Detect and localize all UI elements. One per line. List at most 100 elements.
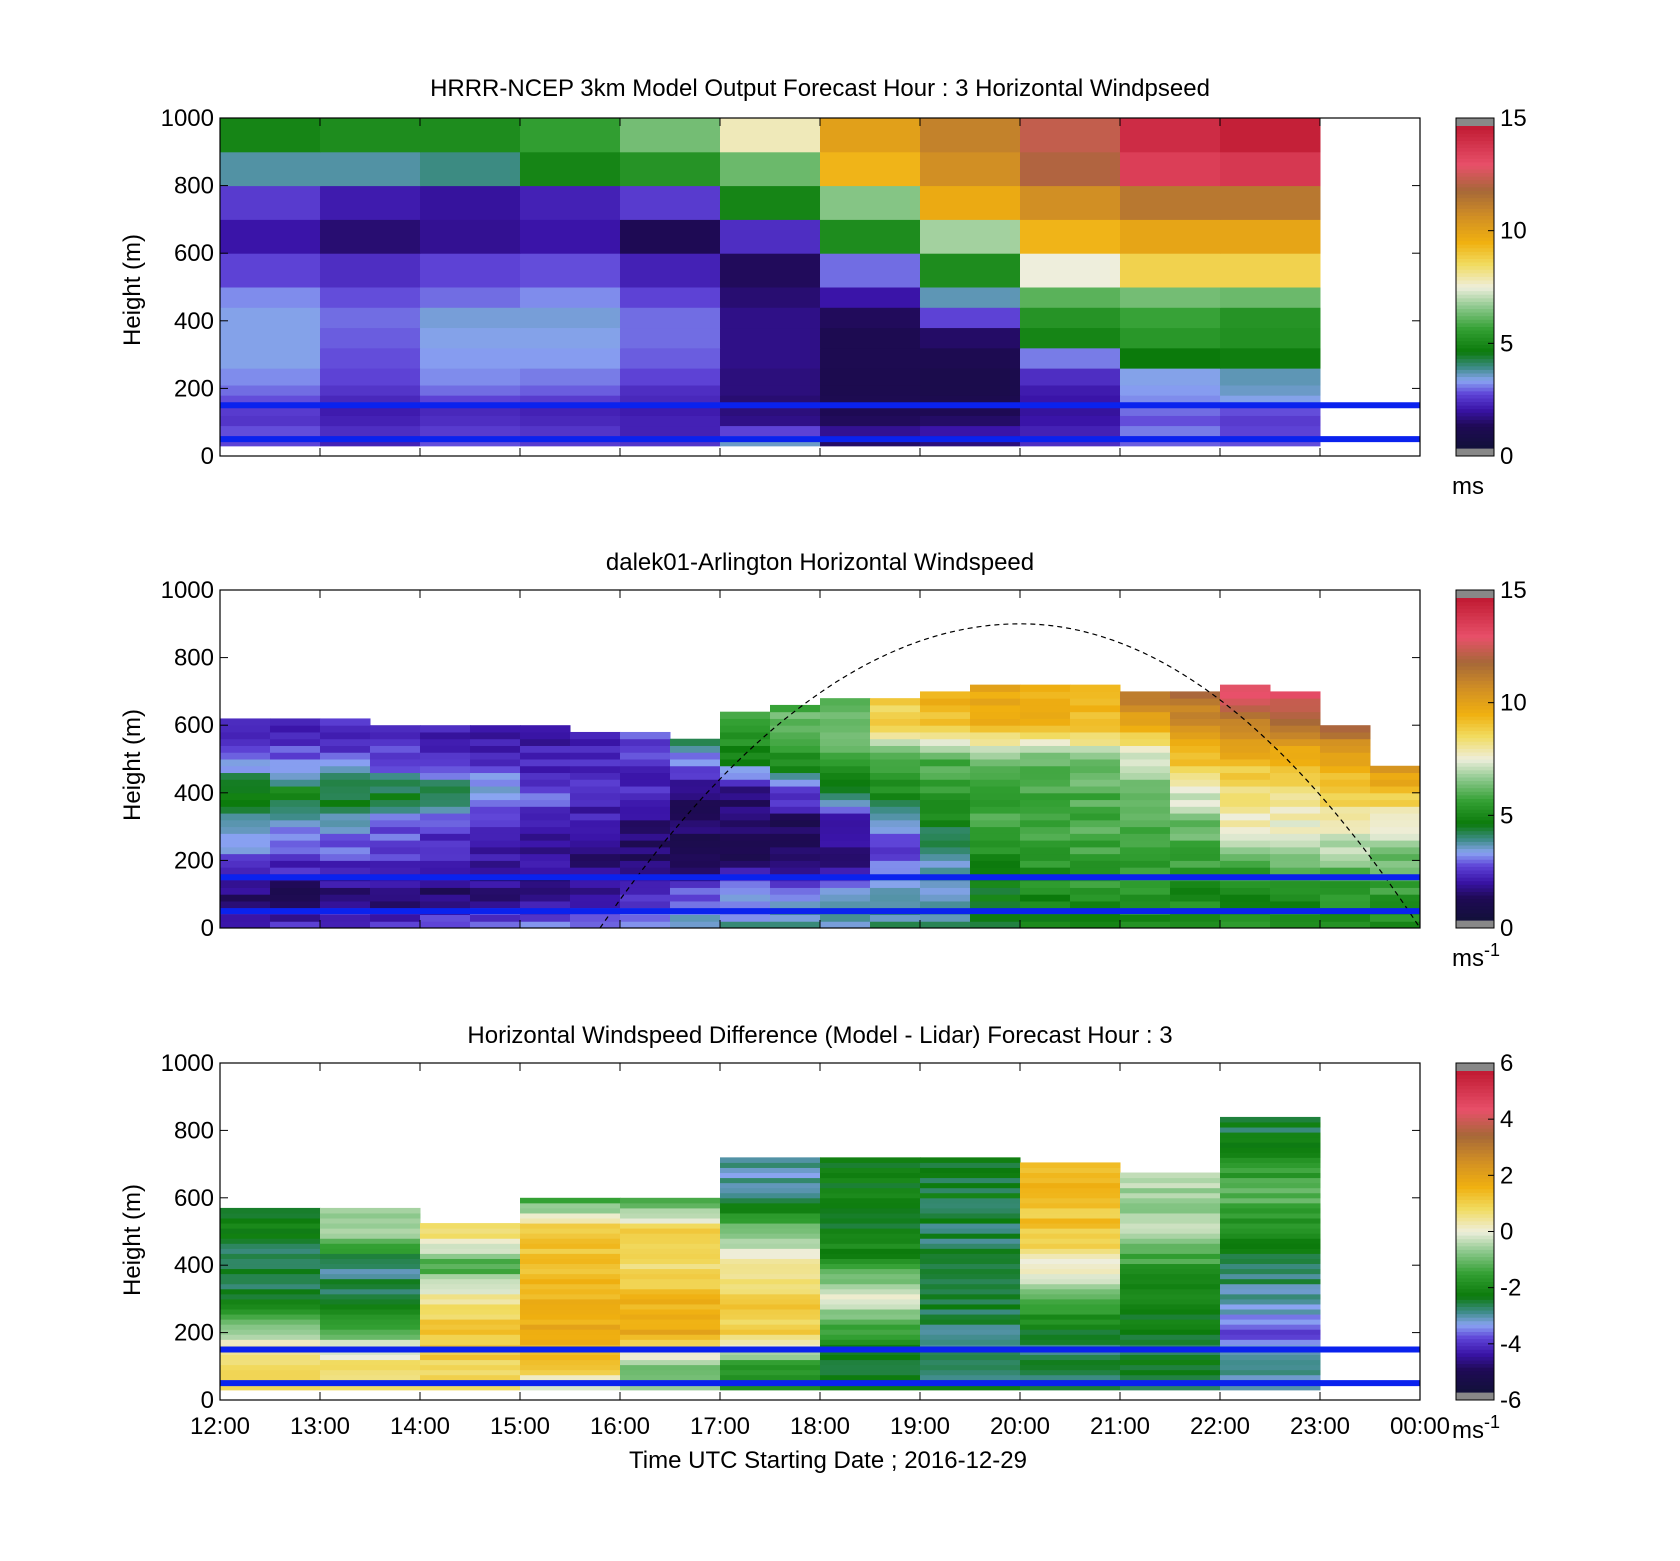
heatmap-cell <box>920 833 971 841</box>
heatmap-cell <box>670 833 721 841</box>
heatmap-cell <box>470 772 521 780</box>
colorbar-segment <box>1456 694 1494 699</box>
heatmap-cell <box>420 900 471 909</box>
heatmap-cell <box>820 745 871 753</box>
heatmap-cell <box>520 347 621 369</box>
heatmap-cell <box>270 765 321 774</box>
heatmap-cell <box>1220 1359 1321 1366</box>
colorbar-segment <box>1456 419 1494 424</box>
heatmap-cell <box>770 833 821 841</box>
heatmap-cell <box>720 1359 821 1366</box>
heatmap-cell <box>270 759 321 767</box>
heatmap-cell <box>1120 415 1221 427</box>
heatmap-cell <box>820 1238 921 1244</box>
heatmap-cell <box>570 894 621 902</box>
heatmap-cell <box>670 799 721 807</box>
colorbar-segment <box>1456 708 1494 714</box>
heatmap-cell <box>1220 887 1271 895</box>
heatmap-cell <box>820 1329 921 1335</box>
heatmap-cell <box>1370 765 1421 774</box>
heatmap-cell <box>420 921 471 929</box>
heatmap-cell <box>1220 1212 1321 1219</box>
heatmap-cell <box>520 1309 621 1315</box>
colorbar-segment <box>1456 608 1494 613</box>
heatmap-cell <box>220 853 271 861</box>
heatmap-cell <box>720 1288 821 1295</box>
heatmap-cell <box>420 1384 521 1391</box>
heatmap-cell <box>870 792 921 801</box>
heatmap-cell <box>720 1243 821 1249</box>
heatmap-cell <box>220 347 321 369</box>
heatmap-cell <box>920 425 1021 437</box>
heatmap-cell <box>520 307 621 329</box>
colorbar-segment <box>1456 698 1494 703</box>
heatmap-cell <box>820 1303 921 1310</box>
heatmap-cell <box>370 792 421 801</box>
colorbar-segment <box>1456 769 1494 774</box>
heatmap-cell <box>1170 725 1221 733</box>
heatmap-cell <box>1120 846 1171 855</box>
heatmap-cell <box>920 1228 1021 1234</box>
heatmap-cell <box>1220 1137 1321 1143</box>
heatmap-cell <box>420 1298 521 1305</box>
heatmap-cell <box>970 786 1021 794</box>
heatmap-cell <box>420 1268 521 1275</box>
heatmap-cell <box>1220 704 1271 713</box>
heatmap-cell <box>1020 718 1071 726</box>
heatmap-cell <box>220 718 271 726</box>
colorbar-segment <box>1456 648 1494 653</box>
heatmap-cell <box>420 914 471 922</box>
y-tick-label: 200 <box>174 375 214 402</box>
heatmap-cell <box>1270 786 1321 794</box>
heatmap-cell <box>520 826 571 834</box>
heatmap-cell <box>1120 826 1171 834</box>
heatmap-cell <box>320 738 371 746</box>
heatmap-cell <box>1020 1374 1121 1381</box>
heatmap-cell <box>320 840 371 848</box>
heatmap-cell <box>320 1354 421 1361</box>
heatmap-cell <box>470 894 521 902</box>
colorbar-segment <box>1456 791 1494 796</box>
heatmap-cell <box>1020 691 1071 699</box>
heatmap-cell <box>570 867 621 875</box>
heatmap-cell <box>920 1223 1021 1229</box>
heatmap-cell <box>220 914 271 922</box>
heatmap-cell <box>870 880 921 888</box>
heatmap-cell <box>1120 921 1171 929</box>
heatmap-cell <box>270 860 321 868</box>
heatmap-cell <box>570 792 621 801</box>
heatmap-cell <box>1020 1298 1121 1305</box>
colorbar-segment <box>1456 798 1494 803</box>
heatmap-cell <box>1220 1303 1321 1310</box>
heatmap-cell <box>420 327 521 349</box>
heatmap-cell <box>720 887 771 895</box>
heatmap-cell <box>570 759 621 767</box>
heatmap-cell <box>920 698 971 706</box>
heatmap-cell <box>520 752 571 760</box>
heatmap-cell <box>820 1218 921 1224</box>
heatmap-cell <box>370 772 421 780</box>
heatmap-cell <box>220 860 271 868</box>
heatmap-cell <box>720 1172 821 1179</box>
heatmap-cell <box>1270 900 1321 909</box>
heatmap-cell <box>1120 1187 1221 1194</box>
colorbar-segment <box>1456 805 1494 810</box>
heatmap-cell <box>770 921 821 929</box>
colorbar-segment <box>1456 844 1494 850</box>
heatmap-cell <box>420 867 471 875</box>
heatmap-cell <box>220 405 321 416</box>
heatmap-cell <box>670 867 721 875</box>
colorbar-segment <box>1456 1256 1494 1261</box>
heatmap-cell <box>1070 779 1121 787</box>
heatmap-cell <box>220 1314 321 1320</box>
heatmap-cell <box>1220 151 1321 187</box>
heatmap-cell <box>1020 1288 1121 1295</box>
heatmap-cell <box>1020 900 1071 909</box>
heatmap-cell <box>220 779 271 787</box>
heatmap-cell <box>570 846 621 855</box>
heatmap-cell <box>820 253 921 288</box>
heatmap-cell <box>470 826 521 834</box>
colorbar-segment <box>1456 1078 1494 1083</box>
heatmap-cell <box>820 1202 921 1209</box>
